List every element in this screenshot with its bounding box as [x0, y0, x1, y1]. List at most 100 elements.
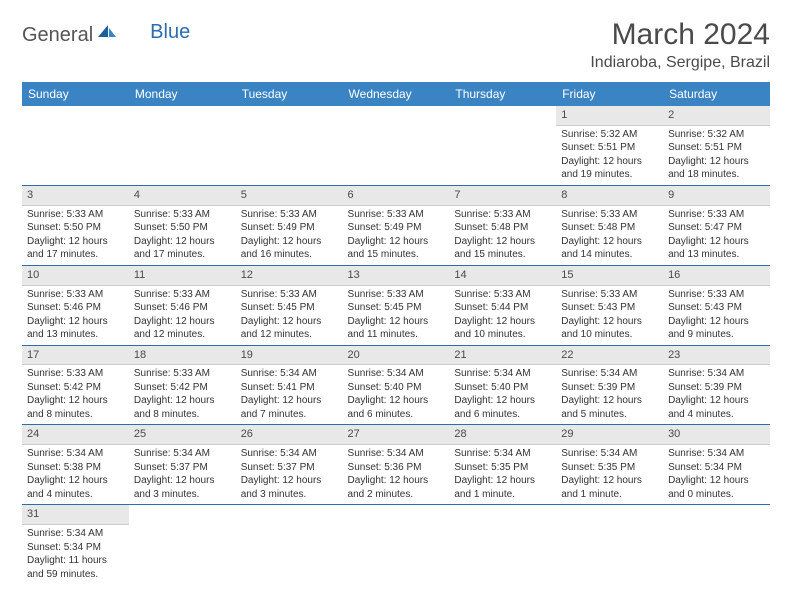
- daylight-text: Daylight: 12 hours and 3 minutes.: [241, 474, 338, 501]
- day-header: Tuesday: [236, 82, 343, 106]
- sunset-text: Sunset: 5:49 PM: [241, 221, 338, 235]
- day-number: 13: [343, 266, 450, 286]
- day-details: Sunrise: 5:34 AMSunset: 5:36 PMDaylight:…: [343, 445, 450, 504]
- sunrise-text: Sunrise: 5:33 AM: [348, 208, 445, 222]
- daylight-text: Daylight: 12 hours and 5 minutes.: [561, 394, 658, 421]
- sunrise-text: Sunrise: 5:34 AM: [241, 367, 338, 381]
- day-number: 5: [236, 186, 343, 206]
- day-number: 29: [556, 425, 663, 445]
- daylight-text: Daylight: 12 hours and 9 minutes.: [668, 315, 765, 342]
- calendar-cell: 12Sunrise: 5:33 AMSunset: 5:45 PMDayligh…: [236, 265, 343, 345]
- day-number: 8: [556, 186, 663, 206]
- calendar-cell: 24Sunrise: 5:34 AMSunset: 5:38 PMDayligh…: [22, 425, 129, 505]
- day-details: Sunrise: 5:33 AMSunset: 5:49 PMDaylight:…: [236, 206, 343, 265]
- calendar-cell: 30Sunrise: 5:34 AMSunset: 5:34 PMDayligh…: [663, 425, 770, 505]
- sunrise-text: Sunrise: 5:33 AM: [134, 288, 231, 302]
- calendar-cell: 3Sunrise: 5:33 AMSunset: 5:50 PMDaylight…: [22, 185, 129, 265]
- day-number: 10: [22, 266, 129, 286]
- day-details: Sunrise: 5:34 AMSunset: 5:40 PMDaylight:…: [449, 365, 556, 424]
- calendar-cell: 21Sunrise: 5:34 AMSunset: 5:40 PMDayligh…: [449, 345, 556, 425]
- calendar-cell: 6Sunrise: 5:33 AMSunset: 5:49 PMDaylight…: [343, 185, 450, 265]
- sunrise-text: Sunrise: 5:34 AM: [454, 367, 551, 381]
- day-number: 9: [663, 186, 770, 206]
- day-number: 6: [343, 186, 450, 206]
- sunset-text: Sunset: 5:48 PM: [454, 221, 551, 235]
- sunrise-text: Sunrise: 5:33 AM: [561, 208, 658, 222]
- sunrise-text: Sunrise: 5:32 AM: [561, 128, 658, 142]
- sunrise-text: Sunrise: 5:34 AM: [27, 527, 124, 541]
- day-details: Sunrise: 5:34 AMSunset: 5:37 PMDaylight:…: [236, 445, 343, 504]
- sunrise-text: Sunrise: 5:33 AM: [241, 288, 338, 302]
- sunrise-text: Sunrise: 5:34 AM: [348, 447, 445, 461]
- daylight-text: Daylight: 12 hours and 0 minutes.: [668, 474, 765, 501]
- day-number: 4: [129, 186, 236, 206]
- sunset-text: Sunset: 5:42 PM: [134, 381, 231, 395]
- calendar-cell: 17Sunrise: 5:33 AMSunset: 5:42 PMDayligh…: [22, 345, 129, 425]
- sunrise-text: Sunrise: 5:34 AM: [27, 447, 124, 461]
- day-number: 12: [236, 266, 343, 286]
- sunrise-text: Sunrise: 5:33 AM: [668, 208, 765, 222]
- daylight-text: Daylight: 12 hours and 15 minutes.: [454, 235, 551, 262]
- calendar-cell: 16Sunrise: 5:33 AMSunset: 5:43 PMDayligh…: [663, 265, 770, 345]
- sail-icon: [95, 27, 118, 45]
- sunset-text: Sunset: 5:39 PM: [668, 381, 765, 395]
- calendar-cell: 13Sunrise: 5:33 AMSunset: 5:45 PMDayligh…: [343, 265, 450, 345]
- calendar-cell: 1Sunrise: 5:32 AMSunset: 5:51 PMDaylight…: [556, 106, 663, 185]
- daylight-text: Daylight: 12 hours and 17 minutes.: [134, 235, 231, 262]
- logo-text-general: General: [22, 24, 93, 47]
- daylight-text: Daylight: 12 hours and 1 minute.: [561, 474, 658, 501]
- sunset-text: Sunset: 5:37 PM: [241, 461, 338, 475]
- day-number: 28: [449, 425, 556, 445]
- calendar-cell: 15Sunrise: 5:33 AMSunset: 5:43 PMDayligh…: [556, 265, 663, 345]
- day-number: 14: [449, 266, 556, 286]
- sunset-text: Sunset: 5:39 PM: [561, 381, 658, 395]
- calendar-cell: [22, 106, 129, 185]
- day-details: Sunrise: 5:32 AMSunset: 5:51 PMDaylight:…: [556, 126, 663, 185]
- calendar-row: 17Sunrise: 5:33 AMSunset: 5:42 PMDayligh…: [22, 345, 770, 425]
- day-details: Sunrise: 5:33 AMSunset: 5:46 PMDaylight:…: [129, 286, 236, 345]
- calendar-cell: [236, 505, 343, 584]
- calendar-cell: [343, 106, 450, 185]
- daylight-text: Daylight: 12 hours and 6 minutes.: [454, 394, 551, 421]
- day-details: Sunrise: 5:33 AMSunset: 5:47 PMDaylight:…: [663, 206, 770, 265]
- day-number: 30: [663, 425, 770, 445]
- sunset-text: Sunset: 5:34 PM: [27, 541, 124, 555]
- title-area: March 2024 Indiaroba, Sergipe, Brazil: [590, 18, 770, 72]
- day-details: Sunrise: 5:34 AMSunset: 5:34 PMDaylight:…: [663, 445, 770, 504]
- daylight-text: Daylight: 12 hours and 4 minutes.: [27, 474, 124, 501]
- sunset-text: Sunset: 5:38 PM: [27, 461, 124, 475]
- sunset-text: Sunset: 5:45 PM: [348, 301, 445, 315]
- calendar-cell: 8Sunrise: 5:33 AMSunset: 5:48 PMDaylight…: [556, 185, 663, 265]
- sunset-text: Sunset: 5:37 PM: [134, 461, 231, 475]
- calendar-cell: [663, 505, 770, 584]
- sunrise-text: Sunrise: 5:33 AM: [241, 208, 338, 222]
- day-header: Friday: [556, 82, 663, 106]
- day-details: Sunrise: 5:33 AMSunset: 5:43 PMDaylight:…: [556, 286, 663, 345]
- calendar-row: 10Sunrise: 5:33 AMSunset: 5:46 PMDayligh…: [22, 265, 770, 345]
- daylight-text: Daylight: 12 hours and 19 minutes.: [561, 155, 658, 182]
- calendar-cell: 23Sunrise: 5:34 AMSunset: 5:39 PMDayligh…: [663, 345, 770, 425]
- calendar-cell: [236, 106, 343, 185]
- sunrise-text: Sunrise: 5:33 AM: [561, 288, 658, 302]
- sunset-text: Sunset: 5:46 PM: [27, 301, 124, 315]
- day-number: 11: [129, 266, 236, 286]
- daylight-text: Daylight: 12 hours and 8 minutes.: [134, 394, 231, 421]
- calendar-cell: [129, 106, 236, 185]
- daylight-text: Daylight: 12 hours and 14 minutes.: [561, 235, 658, 262]
- daylight-text: Daylight: 12 hours and 8 minutes.: [27, 394, 124, 421]
- day-details: Sunrise: 5:33 AMSunset: 5:48 PMDaylight:…: [449, 206, 556, 265]
- sunset-text: Sunset: 5:44 PM: [454, 301, 551, 315]
- daylight-text: Daylight: 12 hours and 17 minutes.: [27, 235, 124, 262]
- day-number: 27: [343, 425, 450, 445]
- daylight-text: Daylight: 12 hours and 16 minutes.: [241, 235, 338, 262]
- day-details: Sunrise: 5:34 AMSunset: 5:39 PMDaylight:…: [556, 365, 663, 424]
- calendar-cell: 27Sunrise: 5:34 AMSunset: 5:36 PMDayligh…: [343, 425, 450, 505]
- sunset-text: Sunset: 5:43 PM: [561, 301, 658, 315]
- day-details: Sunrise: 5:33 AMSunset: 5:42 PMDaylight:…: [129, 365, 236, 424]
- day-header-row: Sunday Monday Tuesday Wednesday Thursday…: [22, 82, 770, 106]
- calendar-cell: 7Sunrise: 5:33 AMSunset: 5:48 PMDaylight…: [449, 185, 556, 265]
- sunset-text: Sunset: 5:40 PM: [454, 381, 551, 395]
- sunset-text: Sunset: 5:50 PM: [27, 221, 124, 235]
- calendar-row: 24Sunrise: 5:34 AMSunset: 5:38 PMDayligh…: [22, 425, 770, 505]
- calendar-cell: 9Sunrise: 5:33 AMSunset: 5:47 PMDaylight…: [663, 185, 770, 265]
